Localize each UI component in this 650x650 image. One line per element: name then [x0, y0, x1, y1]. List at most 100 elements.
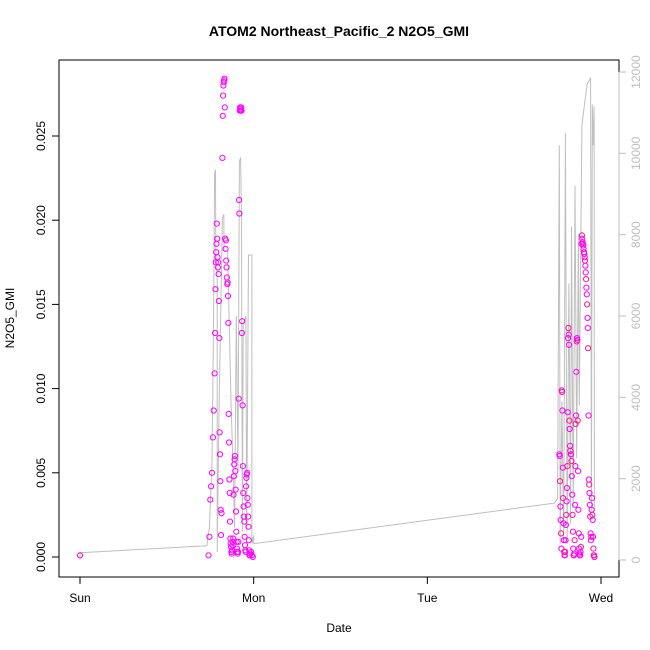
data-point	[577, 543, 585, 551]
data-point	[241, 542, 249, 549]
chart-title: ATOM2 Northeast_Pacific_2 N2O5_GMI	[209, 23, 469, 39]
data-point	[215, 271, 222, 278]
data-point	[225, 319, 232, 326]
data-point	[76, 552, 84, 559]
data-point	[245, 537, 252, 544]
data-point	[213, 220, 220, 227]
data-point	[209, 434, 216, 441]
y-axis-right: 0 2000 4000 6000 8000 10000 12000	[618, 55, 643, 563]
data-point	[564, 409, 571, 416]
data-point	[238, 329, 245, 337]
data-point	[569, 491, 576, 498]
data-point	[249, 553, 256, 561]
data-point	[577, 548, 584, 556]
data-point	[588, 533, 595, 540]
data-point	[241, 518, 248, 525]
data-point	[245, 523, 252, 530]
data-point	[217, 478, 224, 485]
data-point	[565, 331, 572, 338]
data-point	[586, 481, 593, 488]
data-point	[557, 503, 564, 510]
data-point	[571, 501, 579, 508]
data-point	[585, 476, 592, 483]
data-point	[220, 92, 227, 99]
data-point	[244, 495, 251, 502]
data-point	[560, 495, 567, 502]
data-point	[215, 259, 222, 266]
data-point	[215, 297, 222, 305]
data-point	[226, 489, 233, 497]
data-point	[572, 463, 579, 470]
data-point	[563, 484, 571, 492]
data-point	[217, 532, 225, 539]
data-point	[556, 478, 564, 485]
data-point	[216, 451, 224, 458]
data-point	[589, 516, 596, 524]
y-tick-label: 0.010	[34, 373, 48, 403]
y-tick-label: 0.015	[34, 289, 48, 319]
data-point	[229, 542, 236, 549]
data-point	[212, 329, 219, 337]
data-point	[578, 533, 585, 540]
data-point	[222, 237, 229, 244]
data-point	[562, 548, 569, 556]
data-point	[235, 538, 242, 545]
x-tick-label: Wed	[589, 591, 613, 605]
x-tick-label: Tue	[417, 591, 438, 605]
data-point	[578, 232, 586, 239]
data-point	[238, 104, 245, 111]
data-point	[221, 104, 228, 111]
data-point	[559, 407, 566, 414]
data-point	[590, 545, 597, 552]
data-point	[570, 545, 577, 552]
data-point	[575, 506, 582, 513]
data-point	[556, 452, 563, 460]
data-point	[235, 395, 242, 402]
data-point	[212, 286, 219, 293]
x-axis: Sun Mon Tue Wed	[69, 576, 613, 605]
scatter-point-series	[76, 75, 598, 561]
data-point	[566, 425, 573, 433]
y2-tick-label: 8000	[629, 221, 643, 248]
data-point	[232, 486, 239, 493]
data-point	[581, 257, 589, 264]
data-point	[591, 553, 598, 561]
secondary-series-line	[79, 76, 595, 560]
y2-tick-label: 4000	[629, 384, 643, 411]
data-point	[218, 510, 225, 517]
data-point	[582, 269, 589, 276]
data-point	[583, 291, 590, 298]
data-point	[233, 538, 240, 545]
data-point	[240, 489, 247, 497]
data-point	[558, 530, 565, 537]
secondary-line-series	[79, 76, 595, 560]
data-point	[223, 264, 230, 271]
data-point	[583, 276, 590, 283]
data-point	[226, 476, 233, 483]
y-axis-label: N2O5_GMI	[3, 288, 17, 349]
data-point	[216, 335, 223, 342]
data-point	[231, 452, 238, 460]
data-point	[563, 498, 570, 505]
y2-tick-label: 2000	[629, 465, 643, 492]
data-point	[225, 439, 233, 446]
data-point	[585, 345, 592, 352]
data-point	[586, 489, 593, 497]
data-point	[214, 264, 221, 271]
data-point	[222, 245, 229, 252]
data-point	[581, 254, 588, 261]
y-tick-label: 0.000	[34, 542, 48, 572]
y-tick-label: 0.020	[34, 205, 48, 235]
data-point	[230, 491, 237, 498]
data-point	[207, 496, 214, 503]
data-point	[225, 410, 232, 417]
data-point	[588, 495, 596, 502]
x-axis-label: Date	[326, 621, 352, 635]
data-point	[236, 210, 243, 217]
data-point	[208, 469, 216, 476]
data-point	[568, 473, 575, 480]
data-point	[210, 407, 217, 414]
data-point	[224, 279, 231, 286]
data-point	[584, 324, 591, 332]
